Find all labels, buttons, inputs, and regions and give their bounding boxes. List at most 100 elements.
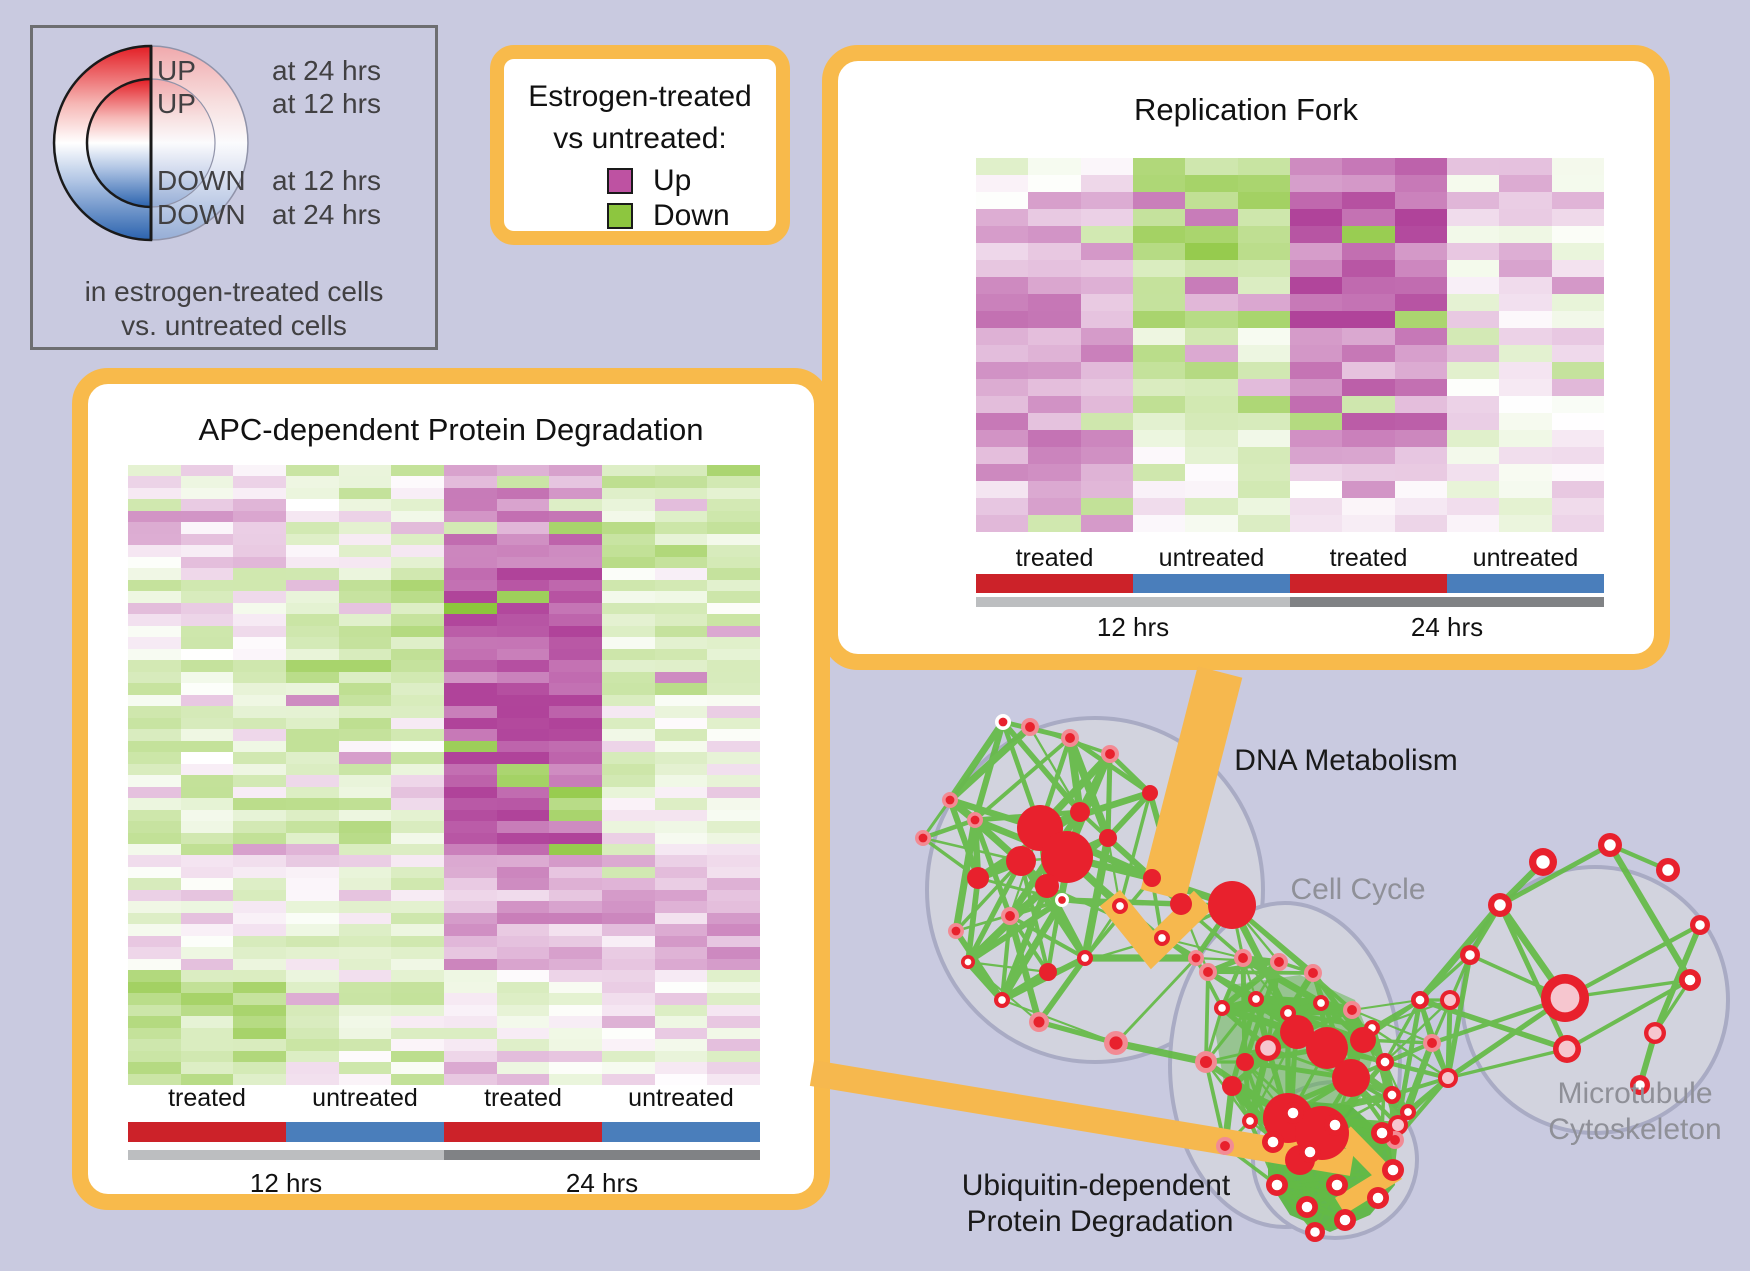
heatmap-cell	[338, 602, 392, 615]
heatmap-cell	[1551, 328, 1604, 345]
gene-node	[1306, 1027, 1348, 1069]
heatmap-row	[976, 481, 1604, 498]
heatmap-cell	[1132, 209, 1186, 226]
legend-time-label: at 12 hrs	[272, 88, 381, 119]
heatmap-cell	[286, 752, 339, 764]
heatmap-cell	[549, 476, 603, 488]
heatmap-cell	[1342, 243, 1395, 260]
heatmap-cell	[1237, 464, 1290, 481]
heatmap-cell	[1237, 345, 1290, 362]
heatmap-cell	[128, 970, 181, 982]
edge-group	[921, 719, 1703, 1234]
heatmap-cell	[1080, 413, 1133, 430]
heatmap-cell	[1551, 158, 1604, 175]
heatmap-cell	[1028, 294, 1081, 311]
heatmap-cell	[1185, 294, 1238, 311]
gene-node	[1280, 1005, 1296, 1021]
heatmap-cell	[233, 809, 287, 822]
heatmap-cell	[233, 625, 287, 638]
heatmap-cell	[444, 832, 497, 844]
heatmap-cell	[128, 465, 181, 477]
heatmap-row	[976, 464, 1604, 481]
heatmap-cell	[286, 786, 339, 799]
heatmap-cell	[1132, 243, 1186, 260]
heatmap-cell	[654, 809, 708, 822]
heatmap-cell	[180, 614, 234, 626]
heatmap-cell	[707, 533, 761, 546]
heatmap-cell	[1394, 430, 1447, 447]
heatmap-cell	[1289, 430, 1343, 447]
heatmap-cell	[654, 637, 708, 649]
heatmap-cell	[391, 843, 445, 856]
heatmap-cell	[180, 786, 234, 799]
heatmap-cell	[233, 591, 287, 603]
heatmap-cell	[602, 1073, 655, 1086]
heatmap-cell	[549, 798, 603, 810]
heatmap-cell	[233, 602, 287, 615]
heatmap-cell	[180, 648, 234, 661]
heatmap-cell	[1289, 515, 1343, 532]
heatmap-cell	[654, 924, 708, 936]
heatmap-cell	[654, 740, 708, 753]
heatmap-cell	[286, 602, 339, 615]
heatmap-cell	[128, 775, 181, 787]
heatmap-cell	[391, 809, 445, 822]
heatmap-cell	[549, 855, 603, 867]
heatmap-cell	[286, 1027, 339, 1040]
heatmap-cell	[1237, 413, 1290, 430]
heatmap-cell	[391, 660, 445, 672]
heatmap-cell	[549, 775, 603, 787]
timepoint-label: 12 hrs	[1096, 611, 1170, 642]
timepoint-label: 24 hrs	[565, 1167, 639, 1198]
heatmap-cell	[654, 970, 708, 982]
heatmap-cell	[444, 465, 497, 477]
heatmap-cell	[1028, 277, 1081, 294]
heatmap-cell	[707, 958, 761, 971]
heatmap-cell	[1185, 464, 1238, 481]
heatmap-cell	[496, 763, 550, 776]
condition-color-bar	[1290, 574, 1447, 593]
gene-node	[1248, 991, 1264, 1007]
heatmap-cell	[286, 706, 339, 718]
gene-node	[1364, 1020, 1380, 1036]
heatmap-cell	[1342, 498, 1395, 515]
heatmap-cell	[444, 924, 497, 936]
heatmap-cell	[286, 1016, 339, 1028]
heatmap-cell	[1394, 226, 1447, 243]
heatmap-cell	[444, 786, 497, 799]
heatmap-cell	[1342, 515, 1395, 532]
heatmap-cell	[338, 568, 392, 580]
gene-node	[1255, 1035, 1281, 1061]
heatmap-cell	[128, 660, 181, 672]
heatmap-row	[128, 798, 761, 810]
gene-node	[994, 992, 1010, 1008]
heatmap-cell	[391, 821, 445, 833]
heatmap-cell	[444, 763, 497, 776]
heatmap-cell	[654, 786, 708, 799]
heatmap-cell	[1028, 481, 1081, 498]
timepoint-label: 24 hrs	[1410, 611, 1484, 642]
heatmap-cell	[1237, 498, 1290, 515]
heatmap-row	[128, 935, 761, 948]
heatmap-cell	[1080, 158, 1133, 175]
heatmap-row	[128, 993, 761, 1005]
heatmap-cell	[338, 683, 392, 695]
heatmap-cell	[286, 533, 339, 546]
heatmap-cell	[707, 625, 761, 638]
heatmap-cell	[1028, 192, 1081, 209]
heatmap-cell	[1080, 175, 1133, 192]
condition-color-bar	[976, 574, 1133, 593]
heatmap-cell	[180, 683, 234, 695]
heatmap-cell	[602, 763, 655, 776]
heatmap-cell	[338, 958, 392, 971]
heatmap-cell	[654, 889, 708, 902]
heatmap-cell	[128, 843, 181, 856]
heatmap-cell	[444, 993, 497, 1005]
legend-dir-label: UP	[157, 88, 196, 119]
heatmap-cell	[654, 843, 708, 856]
heatmap-cell	[496, 660, 550, 672]
heatmap-cell	[654, 763, 708, 776]
heatmap-cell	[233, 958, 287, 971]
heatmap-cell	[444, 889, 497, 902]
heatmap-cell	[602, 1039, 655, 1051]
